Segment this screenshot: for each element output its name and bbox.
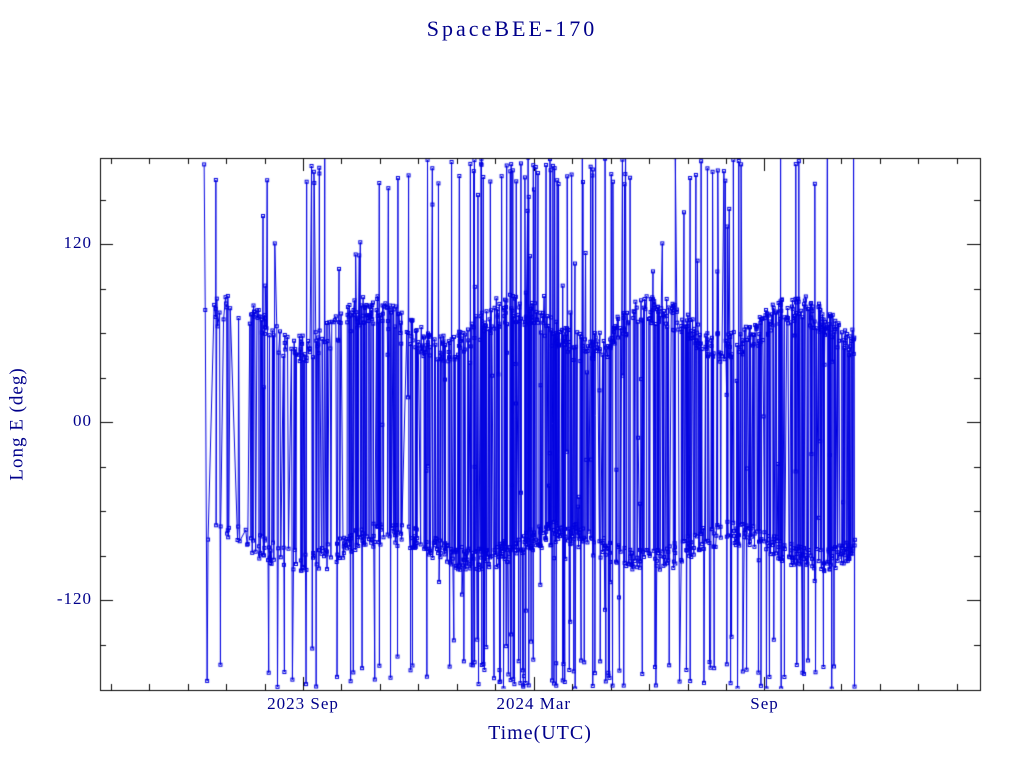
y-tick-label: 00	[73, 411, 92, 431]
x-axis-label: Time(UTC)	[488, 722, 592, 744]
x-tick-label: 2024 Mar	[496, 694, 572, 713]
y-tick-label: -120	[56, 589, 92, 609]
x-tick-label: 2023 Sep	[267, 694, 339, 713]
x-tick-label: Sep	[750, 694, 779, 713]
y-tick-label: 120	[63, 233, 92, 253]
